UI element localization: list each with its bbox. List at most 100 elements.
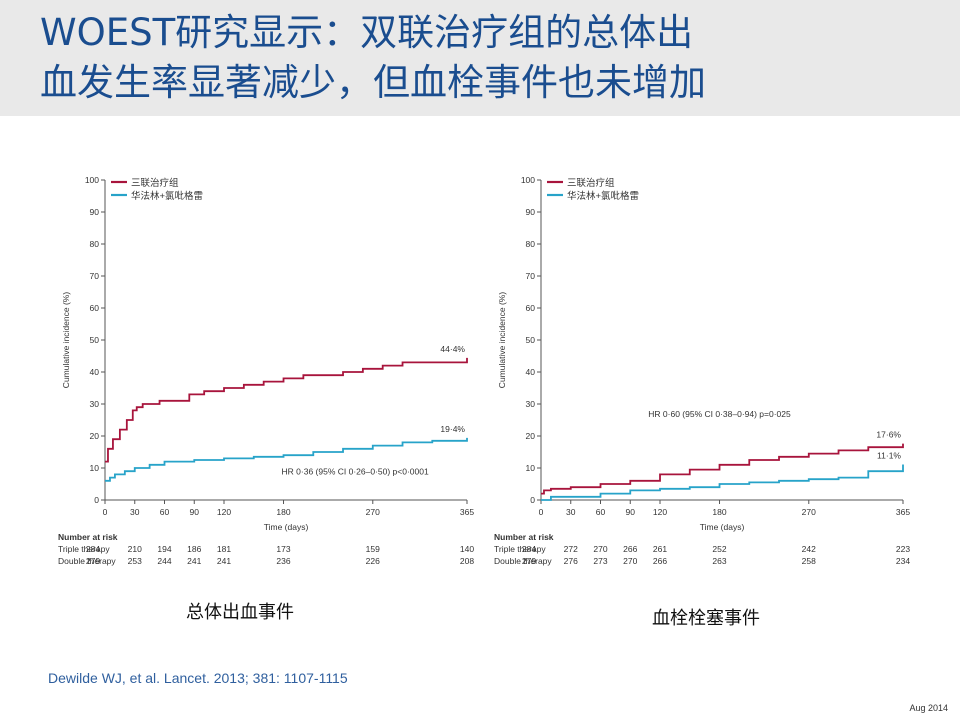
y-tick-label: 0 <box>94 495 99 505</box>
x-tick-label: 120 <box>653 507 667 517</box>
x-axis-label: Time (days) <box>264 522 309 532</box>
y-axis-label: Cumulative incidence (%) <box>61 292 71 389</box>
x-tick-label: 0 <box>103 507 108 517</box>
risk-value: 226 <box>366 556 380 566</box>
risk-value: 272 <box>564 544 578 554</box>
y-tick-label: 10 <box>526 463 536 473</box>
x-tick-label: 270 <box>366 507 380 517</box>
x-tick-label: 60 <box>160 507 170 517</box>
risk-value: 194 <box>157 544 171 554</box>
series-end-label: 11·1% <box>877 450 901 460</box>
y-tick-label: 80 <box>90 239 100 249</box>
y-tick-label: 60 <box>90 303 100 313</box>
y-tick-label: 70 <box>526 271 536 281</box>
x-tick-label: 365 <box>460 507 474 517</box>
y-tick-label: 10 <box>90 463 100 473</box>
x-tick-label: 365 <box>896 507 910 517</box>
y-tick-label: 90 <box>90 207 100 217</box>
legend-label: 华法林+氯吡格雷 <box>131 190 203 202</box>
x-tick-label: 180 <box>276 507 290 517</box>
risk-value: 284 <box>522 544 536 554</box>
x-axis-label: Time (days) <box>700 522 745 532</box>
risk-value: 258 <box>802 556 816 566</box>
series-end-label: 44·4% <box>440 344 465 354</box>
x-tick-label: 30 <box>566 507 576 517</box>
risk-value: 241 <box>217 556 231 566</box>
risk-value: 210 <box>128 544 142 554</box>
series-end-label: 19·4% <box>440 424 465 434</box>
x-tick-label: 120 <box>217 507 231 517</box>
legend-label: 三联治疗组 <box>131 177 179 189</box>
risk-value: 236 <box>276 556 290 566</box>
y-tick-label: 80 <box>526 239 536 249</box>
x-tick-label: 270 <box>802 507 816 517</box>
y-axis-label: Cumulative incidence (%) <box>497 292 507 389</box>
date-stamp: Aug 2014 <box>909 703 948 713</box>
hazard-ratio-annotation: HR 0·36 (95% CI 0·26–0·50) p<0·0001 <box>282 466 429 476</box>
y-tick-label: 40 <box>526 367 536 377</box>
x-tick-label: 0 <box>539 507 544 517</box>
risk-value: 159 <box>366 544 380 554</box>
risk-value: 140 <box>460 544 474 554</box>
y-tick-label: 100 <box>85 175 99 185</box>
y-tick-label: 60 <box>526 303 536 313</box>
risk-value: 234 <box>896 556 910 566</box>
y-tick-label: 20 <box>526 431 536 441</box>
risk-value: 186 <box>187 544 201 554</box>
y-tick-label: 90 <box>526 207 536 217</box>
risk-row-label: Triple therapy <box>58 544 110 554</box>
caption-bleeding: 总体出血事件 <box>186 602 294 623</box>
y-tick-label: 40 <box>90 367 100 377</box>
title-line-1: WOEST研究显示：双联治疗组的总体出 <box>40 11 694 54</box>
risk-row-label: Double therapy <box>494 556 552 566</box>
legend-label: 华法林+氯吡格雷 <box>567 190 639 202</box>
risk-table-heading: Number at risk <box>58 532 118 542</box>
legend-label: 三联治疗组 <box>567 177 615 189</box>
y-tick-label: 50 <box>526 335 536 345</box>
thromboembolic-events-chart: 0 10 20 30 40 50 60 70 80 90 100 0 30 60 90 120 180 270 36… <box>484 170 929 580</box>
km-plot-svg: 0 10 20 30 40 50 60 70 80 90 100 0 30 60 90 120 180 270 36… <box>58 175 474 566</box>
y-tick-label: 0 <box>530 495 535 505</box>
risk-value: 261 <box>653 544 667 554</box>
risk-value: 266 <box>653 556 667 566</box>
x-tick-label: 30 <box>130 507 140 517</box>
citation: Dewilde WJ, et al. Lancet. 2013; 381: 11… <box>48 670 348 686</box>
x-tick-label: 90 <box>190 507 200 517</box>
risk-value: 223 <box>896 544 910 554</box>
y-tick-label: 20 <box>90 431 100 441</box>
risk-value: 270 <box>623 556 637 566</box>
risk-value: 276 <box>564 556 578 566</box>
title-banner <box>0 0 960 116</box>
risk-value: 242 <box>802 544 816 554</box>
risk-value: 173 <box>276 544 290 554</box>
series-line <box>541 443 904 495</box>
km-plot-svg: 0 10 20 30 40 50 60 70 80 90 100 0 30 60 90 120 180 270 36… <box>494 175 910 566</box>
y-tick-label: 30 <box>90 399 100 409</box>
risk-value: 241 <box>187 556 201 566</box>
series-end-label: 17·6% <box>876 430 901 440</box>
hazard-ratio-annotation: HR 0·60 (95% CI 0·38–0·94) p=0·025 <box>648 409 791 419</box>
title-line-2: 血发生率显著减少，但血栓事件也未增加 <box>40 61 706 104</box>
risk-value: 279 <box>86 556 100 566</box>
bleeding-events-chart: 0 10 20 30 40 50 60 70 80 90 100 0 30 60 90 120 180 270 36… <box>48 170 493 580</box>
y-tick-label: 100 <box>521 175 535 185</box>
risk-value: 263 <box>712 556 726 566</box>
y-tick-label: 30 <box>526 399 536 409</box>
risk-value: 252 <box>712 544 726 554</box>
risk-value: 208 <box>460 556 474 566</box>
caption-thrombosis: 血栓栓塞事件 <box>652 608 760 629</box>
risk-value: 253 <box>128 556 142 566</box>
risk-row-label: Double therapy <box>58 556 116 566</box>
x-tick-label: 180 <box>712 507 726 517</box>
x-tick-label: 60 <box>596 507 606 517</box>
series-line <box>541 464 904 501</box>
risk-value: 266 <box>623 544 637 554</box>
risk-value: 284 <box>86 544 100 554</box>
risk-value: 273 <box>593 556 607 566</box>
y-tick-label: 50 <box>90 335 100 345</box>
series-line <box>105 357 468 463</box>
risk-table-heading: Number at risk <box>494 532 554 542</box>
risk-row-label: Triple therapy <box>494 544 546 554</box>
y-tick-label: 70 <box>90 271 100 281</box>
risk-value: 181 <box>217 544 231 554</box>
